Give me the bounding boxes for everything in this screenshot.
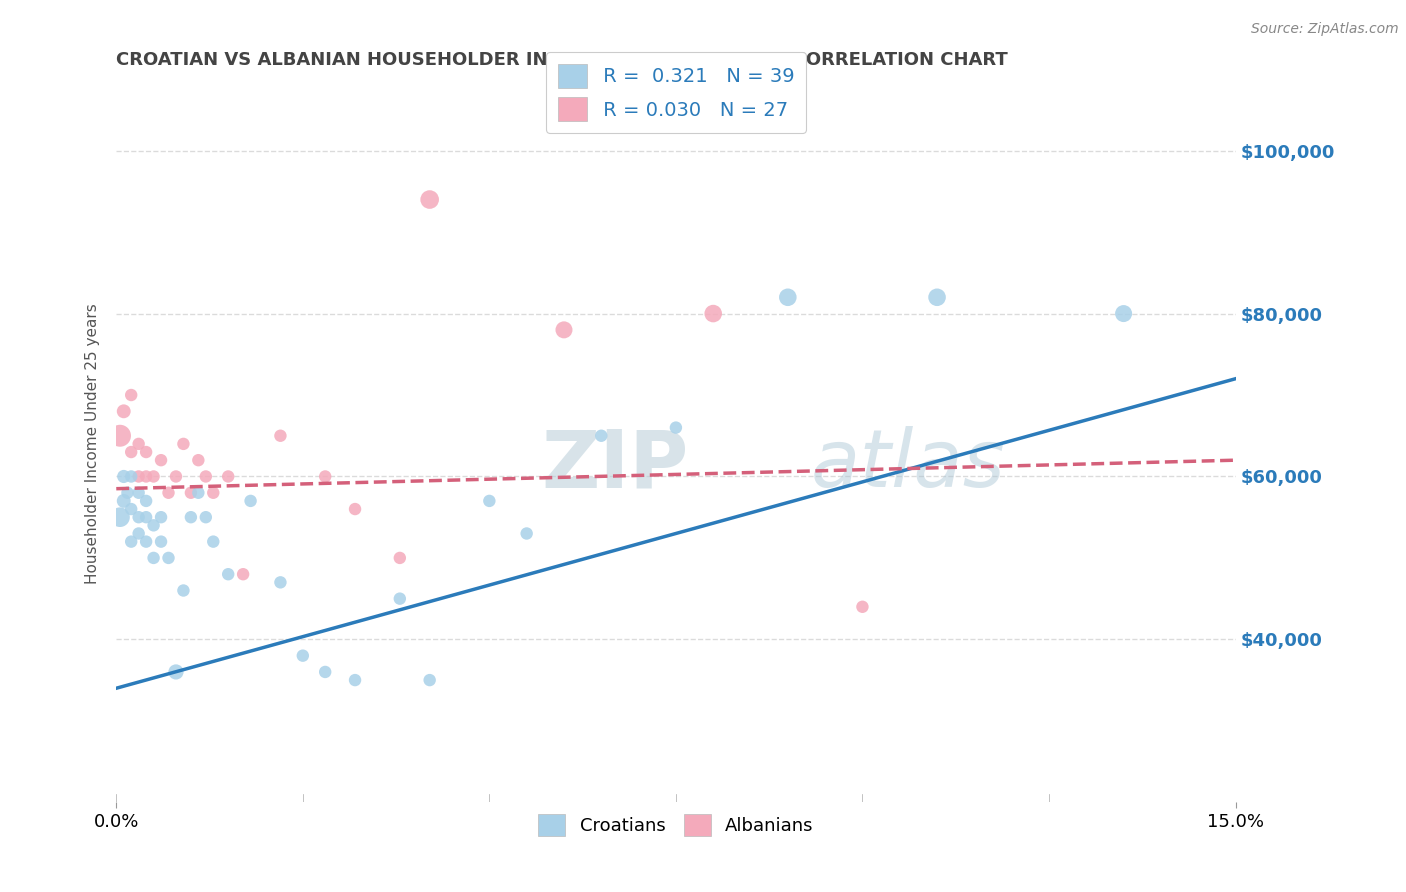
Point — [120, 469, 142, 483]
Point — [117, 485, 139, 500]
Point — [135, 510, 157, 524]
Point — [165, 469, 187, 483]
Text: atlas: atlas — [810, 426, 1005, 504]
Point — [112, 469, 135, 483]
Point — [157, 485, 180, 500]
Point — [142, 469, 165, 483]
Text: Source: ZipAtlas.com: Source: ZipAtlas.com — [1251, 22, 1399, 37]
Y-axis label: Householder Income Under 25 years: Householder Income Under 25 years — [86, 303, 100, 584]
Point — [1112, 307, 1135, 321]
Point — [142, 518, 165, 533]
Point — [187, 485, 209, 500]
Point — [128, 526, 150, 541]
Point — [217, 469, 239, 483]
Point — [120, 534, 142, 549]
Point — [180, 485, 202, 500]
Point — [135, 494, 157, 508]
Text: CROATIAN VS ALBANIAN HOUSEHOLDER INCOME UNDER 25 YEARS CORRELATION CHART: CROATIAN VS ALBANIAN HOUSEHOLDER INCOME … — [117, 51, 1008, 69]
Point — [150, 534, 173, 549]
Point — [135, 534, 157, 549]
Point — [925, 290, 948, 304]
Point — [128, 437, 150, 451]
Point — [112, 404, 135, 418]
Point — [314, 469, 336, 483]
Point — [187, 453, 209, 467]
Point — [157, 550, 180, 565]
Point — [128, 485, 150, 500]
Point — [232, 567, 254, 582]
Point — [591, 429, 613, 443]
Point — [135, 469, 157, 483]
Point — [165, 665, 187, 679]
Point — [172, 583, 194, 598]
Point — [851, 599, 873, 614]
Point — [665, 420, 688, 434]
Point — [142, 550, 165, 565]
Point — [419, 673, 441, 687]
Point — [291, 648, 314, 663]
Point — [217, 567, 239, 582]
Point — [172, 437, 194, 451]
Point — [478, 494, 501, 508]
Legend: Croatians, Albanians: Croatians, Albanians — [531, 807, 821, 844]
Point — [128, 510, 150, 524]
Point — [150, 510, 173, 524]
Point — [128, 469, 150, 483]
Point — [419, 193, 441, 207]
Point — [344, 673, 367, 687]
Point — [516, 526, 538, 541]
Point — [776, 290, 799, 304]
Point — [150, 453, 173, 467]
Point — [269, 575, 291, 590]
Point — [194, 469, 217, 483]
Point — [108, 510, 131, 524]
Point — [388, 550, 411, 565]
Point — [112, 494, 135, 508]
Point — [135, 445, 157, 459]
Point — [108, 429, 131, 443]
Point — [553, 323, 575, 337]
Text: ZIP: ZIP — [541, 426, 689, 504]
Point — [180, 510, 202, 524]
Point — [120, 445, 142, 459]
Point — [314, 665, 336, 679]
Point — [120, 502, 142, 516]
Point — [269, 429, 291, 443]
Point — [194, 510, 217, 524]
Point — [344, 502, 367, 516]
Point — [202, 485, 225, 500]
Point — [702, 307, 724, 321]
Point — [388, 591, 411, 606]
Point — [239, 494, 262, 508]
Point — [120, 388, 142, 402]
Point — [202, 534, 225, 549]
